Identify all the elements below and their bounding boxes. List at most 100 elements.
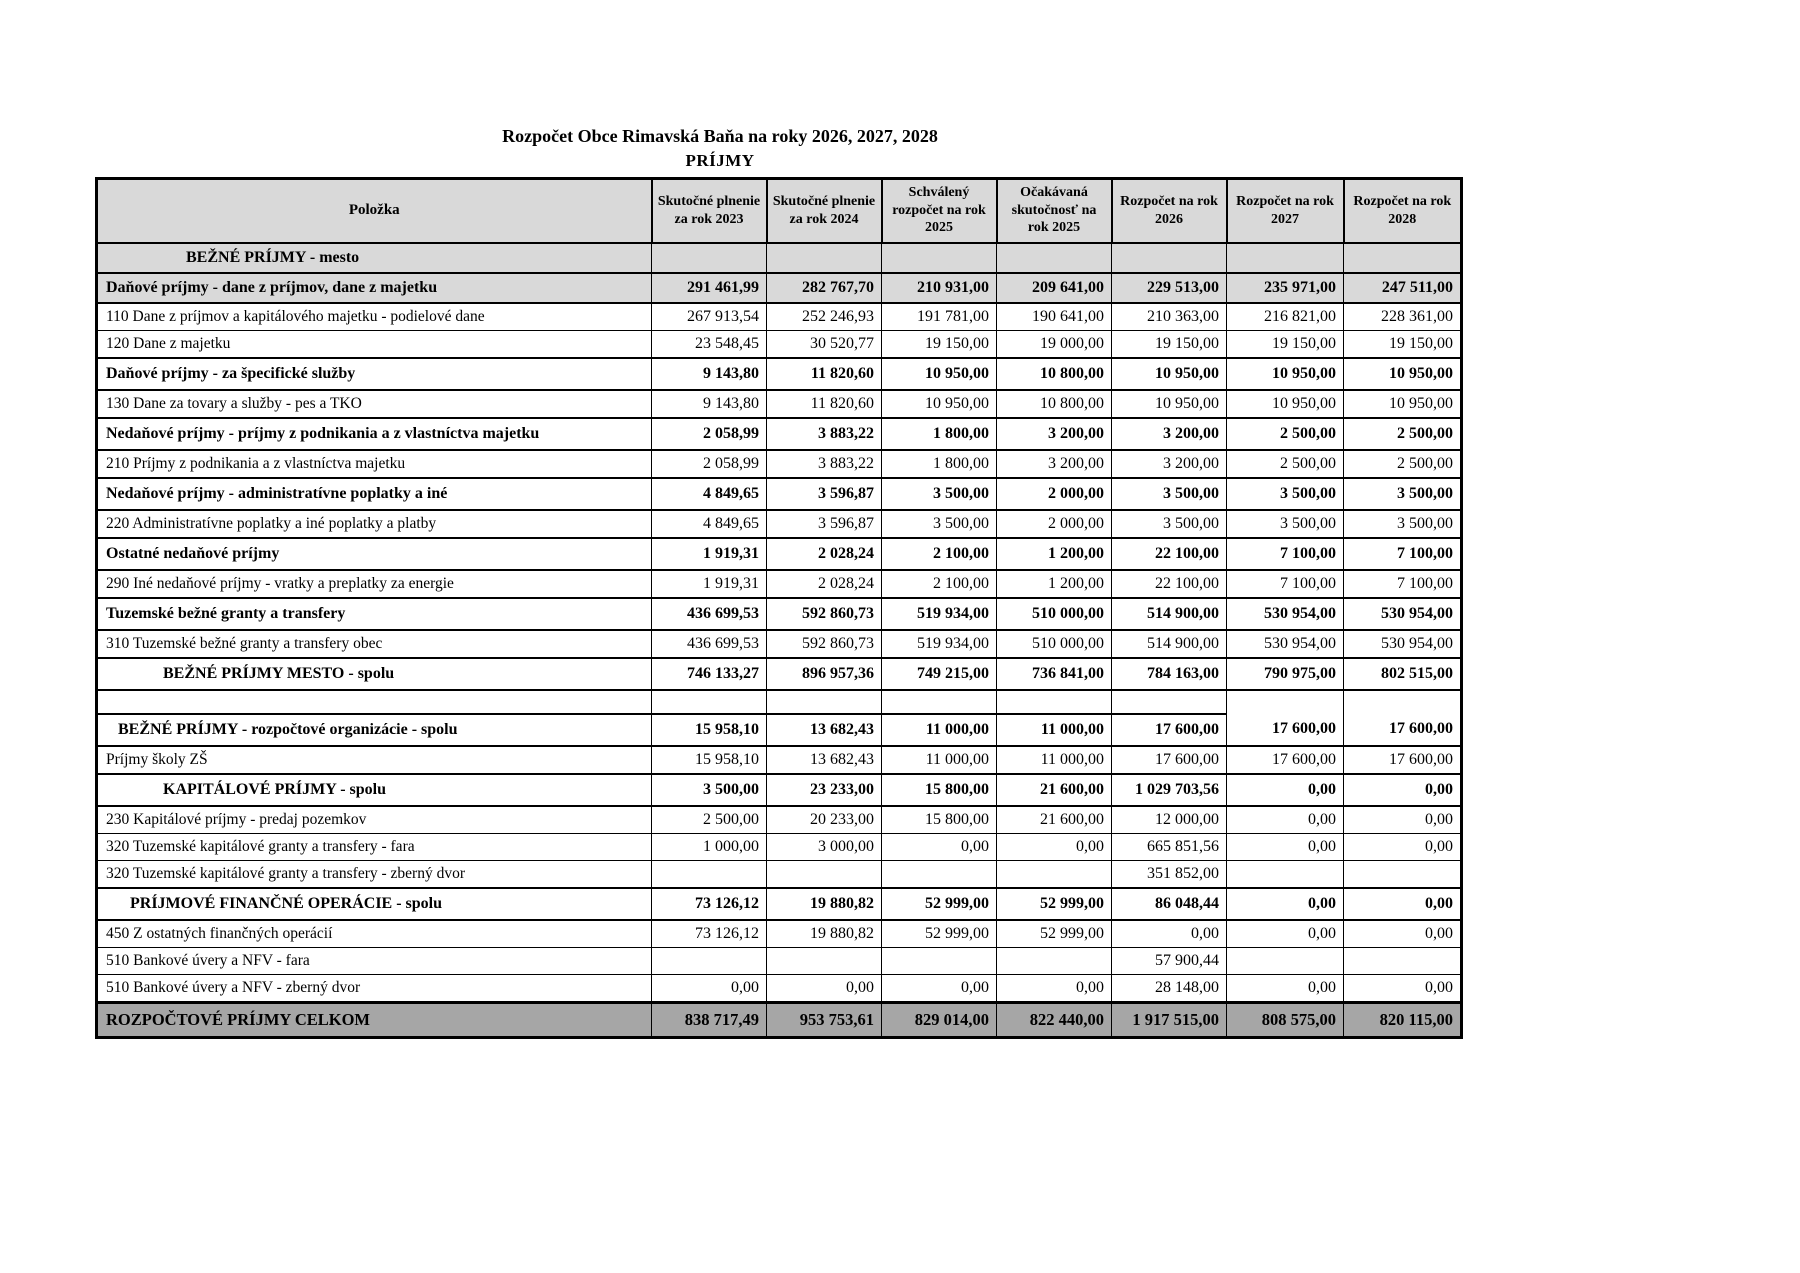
value-cell: 21 600,00 [996,805,1112,834]
value-cell: 22 100,00 [1111,569,1227,599]
value-cell [1111,241,1227,274]
value-cell: 820 115,00 [1343,1000,1462,1039]
value-cell [881,859,997,889]
value-cell: 17 600,00 [1343,745,1462,775]
value-cell: 3 500,00 [881,509,997,539]
item-label-cell: Nedaňové príjmy - príjmy z podnikania a … [96,416,652,451]
value-cell: 10 950,00 [881,356,997,391]
value-cell: 19 880,82 [766,886,882,921]
value-cell: 1 800,00 [881,416,997,451]
value-cell: 3 500,00 [1343,476,1462,511]
table-row: Nedaňové príjmy - administratívne poplat… [96,476,1462,511]
value-cell: 86 048,44 [1111,886,1227,921]
value-cell: 2 058,99 [651,449,767,479]
value-cell: 3 200,00 [1111,449,1227,479]
value-cell: 0,00 [1343,919,1462,948]
value-cell: 73 126,12 [651,886,767,921]
value-cell: 3 500,00 [1226,476,1344,511]
value-cell [766,241,882,274]
value-cell: 291 461,99 [651,271,767,304]
value-cell: 1 919,31 [651,536,767,571]
value-cell: 10 950,00 [1343,356,1462,391]
value-cell: 3 500,00 [1111,476,1227,511]
value-cell: 19 150,00 [1343,329,1462,359]
value-cell: 1 919,31 [651,569,767,599]
value-cell: 2 028,24 [766,536,882,571]
value-cell: 15 800,00 [881,805,997,834]
value-cell: 235 971,00 [1226,271,1344,304]
value-cell: 11 000,00 [996,712,1112,747]
table-row: Tuzemské bežné granty a transfery 436 699… [96,596,1462,631]
table-row: 310 Tuzemské bežné granty a transfery ob… [96,629,1462,659]
page-subtitle: PRÍJMY [685,150,755,170]
table-row: 320 Tuzemské kapitálové granty a transfe… [96,832,1462,861]
value-cell: 3 883,22 [766,449,882,479]
item-label-cell: PRÍJMOVÉ FINANČNÉ OPERÁCIE - spolu [96,886,652,921]
value-cell: 0,00 [1226,919,1344,948]
value-cell: 19 150,00 [1226,329,1344,359]
table-row: 510 Bankové úvery a NFV - fara 57 900,44 [96,946,1462,975]
table-row: 220 Administratívne poplatky a iné popla… [96,509,1462,539]
table-row: 110 Dane z príjmov a kapitálového majetk… [96,302,1462,331]
value-cell [1343,689,1462,714]
value-cell: 514 900,00 [1111,629,1227,659]
value-cell [881,689,997,715]
value-cell: 17 600,00 [1111,745,1227,775]
value-cell: 15 958,10 [651,712,767,747]
value-cell: 228 361,00 [1343,302,1462,331]
table-row: BEŽNÉ PRÍJMY - rozpočtové organizácie - … [96,712,1462,747]
value-cell: 10 950,00 [1111,389,1227,419]
value-cell: 530 954,00 [1343,596,1462,631]
value-cell: 802 515,00 [1343,656,1462,691]
value-cell: 896 957,36 [766,656,882,691]
item-label-cell [96,689,652,715]
table-body: BEŽNÉ PRÍJMY - mesto Daňové príjmy - dane… [96,241,1462,1039]
value-cell: 0,00 [651,973,767,1003]
table-row: Daňové príjmy - dane z príjmov, dane z m… [96,271,1462,304]
value-cell: 1 000,00 [651,832,767,861]
value-cell: 7 100,00 [1226,569,1344,599]
item-label-cell: 450 Z ostatných finančných operácií [96,919,652,948]
value-cell: 52 999,00 [996,886,1112,921]
value-cell [651,241,767,274]
value-cell: 2 000,00 [996,476,1112,511]
value-cell: 0,00 [1343,832,1462,861]
value-cell: 11 000,00 [996,745,1112,775]
column-header-2026: Rozpočet na rok 2026 [1110,177,1228,244]
value-cell: 10 950,00 [881,389,997,419]
value-cell: 20 233,00 [766,805,882,834]
item-label-cell: Daňové príjmy - za špecifické služby [96,356,652,391]
value-cell: 3 200,00 [996,449,1112,479]
value-cell [881,946,997,975]
table-row: 290 Iné nedaňové príjmy - vratky a prepl… [96,569,1462,599]
value-cell [996,689,1112,715]
value-cell: 252 246,93 [766,302,882,331]
value-cell: 829 014,00 [881,1000,997,1039]
value-cell: 3 500,00 [1343,509,1462,539]
table-row: 450 Z ostatných finančných operácií 73 12… [96,919,1462,948]
value-cell: 0,00 [881,832,997,861]
value-cell: 52 999,00 [996,919,1112,948]
budget-table: Položka Skutočné plnenie za rok 2023 Sku… [95,176,1463,1039]
table-row: Nedaňové príjmy - príjmy z podnikania a … [96,416,1462,451]
value-cell: 216 821,00 [1226,302,1344,331]
value-cell: 1 917 515,00 [1111,1000,1227,1039]
value-cell: 11 000,00 [881,712,997,747]
value-cell: 519 934,00 [881,596,997,631]
value-cell: 3 500,00 [1111,509,1227,539]
value-cell: 11 000,00 [881,745,997,775]
value-cell: 19 000,00 [996,329,1112,359]
value-cell: 247 511,00 [1343,271,1462,304]
table-row: ROZPOČTOVÉ PRÍJMY CELKOM 838 717,49 953 75… [96,1000,1462,1039]
value-cell: 510 000,00 [996,629,1112,659]
item-label-cell: 220 Administratívne poplatky a iné popla… [96,509,652,539]
item-label-cell: 510 Bankové úvery a NFV - zberný dvor [96,973,652,1003]
value-cell: 530 954,00 [1226,629,1344,659]
value-cell: 530 954,00 [1343,629,1462,659]
item-label-cell: Tuzemské bežné granty a transfery [96,596,652,631]
value-cell: 0,00 [766,973,882,1003]
value-cell: 0,00 [1343,886,1462,921]
value-cell: 2 058,99 [651,416,767,451]
value-cell: 749 215,00 [881,656,997,691]
column-header-2025-schvaleny: Schválený rozpočet na rok 2025 [880,177,998,244]
